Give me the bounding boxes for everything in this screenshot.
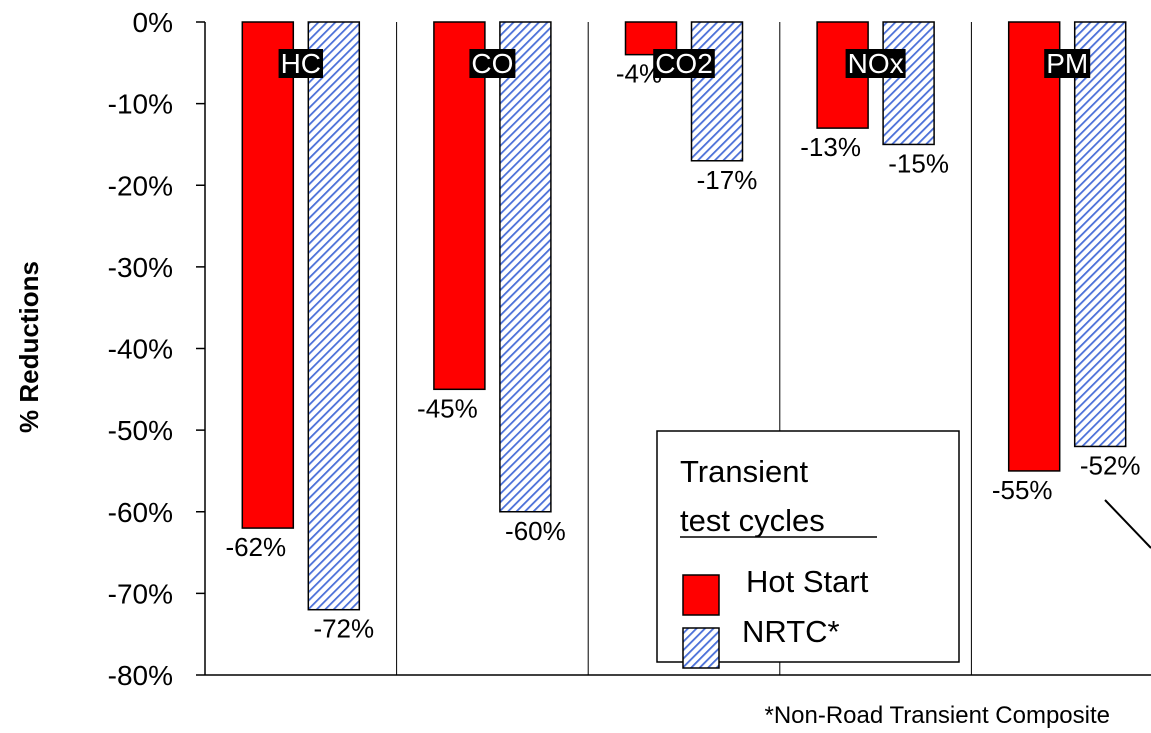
legend-entry-hot-start: Hot Start	[746, 564, 869, 599]
category-label-bg	[653, 49, 715, 78]
legend-swatch-hot-start	[682, 574, 720, 616]
bars	[241, 21, 1127, 611]
data-label-nox-nrtc: -15%	[888, 148, 949, 178]
data-label-co-hot-start: -45%	[417, 393, 478, 423]
bar-co2-nrtc	[690, 21, 744, 162]
category-label-bg	[469, 49, 516, 78]
data-labels: -62%-72%-45%-60%-4%-17%-13%-15%-55%-52%	[225, 59, 1140, 644]
data-label-nox-hot-start: -13%	[800, 132, 861, 162]
axis-lines	[204, 22, 1151, 676]
legend-title-line2: test cycles	[680, 503, 825, 538]
data-label-hc-nrtc: -72%	[313, 614, 374, 644]
category-labels: HC CO CO2 NOx PM	[278, 48, 1091, 79]
y-tick-label: -20%	[108, 170, 173, 201]
bar-hc-hot-start	[241, 21, 295, 529]
y-tick-label: -80%	[108, 660, 173, 691]
footnote: *Non-Road Transient Composite	[764, 702, 1110, 729]
bar-nox-nrtc	[882, 21, 935, 146]
y-axis-label: % Reductions	[14, 261, 44, 433]
category-label-bg	[1044, 49, 1091, 78]
data-label-co-nrtc: -60%	[505, 516, 566, 546]
bar-hc-nrtc	[307, 21, 361, 611]
y-tick-label: -50%	[108, 415, 173, 446]
category-label-pm: PM	[1046, 48, 1088, 79]
data-label-pm-hot-start: -55%	[992, 475, 1053, 505]
legend-entry-nrtc: NRTC*	[742, 614, 840, 649]
category-label-co: CO	[471, 48, 513, 79]
bar-co-hot-start	[433, 21, 486, 391]
category-label-hc: HC	[281, 48, 321, 79]
y-tick-label: -70%	[108, 578, 173, 609]
legend: Transient test cycles Hot Start NRTC*	[656, 430, 960, 669]
bar-pm-nrtc	[1073, 21, 1127, 448]
legend-title-line1: Transient	[680, 454, 808, 489]
y-tick-label: 0%	[133, 7, 173, 38]
category-label-co2: CO2	[655, 48, 713, 79]
y-tick-label: -40%	[108, 334, 173, 365]
bar-pm-hot-start	[1007, 21, 1061, 472]
legend-swatch-nrtc	[682, 627, 720, 669]
data-label-pm-nrtc: -52%	[1080, 450, 1141, 480]
y-tick-label: -30%	[108, 252, 173, 283]
y-tick-label: -10%	[108, 89, 173, 120]
y-axis-ticks: 0% -10% -20% -30% -40% -50% -60% -70% -80%	[108, 7, 205, 691]
data-label-co2-nrtc: -17%	[697, 165, 758, 195]
legend-box	[656, 430, 960, 663]
category-label-bg	[845, 49, 906, 78]
bar-co-nrtc	[499, 21, 552, 513]
pointer-line	[1104, 499, 1151, 549]
y-tick-label: -60%	[108, 497, 173, 528]
category-label-nox: NOx	[848, 48, 904, 79]
data-label-hc-hot-start: -62%	[225, 532, 286, 562]
category-label-bg	[278, 49, 324, 78]
